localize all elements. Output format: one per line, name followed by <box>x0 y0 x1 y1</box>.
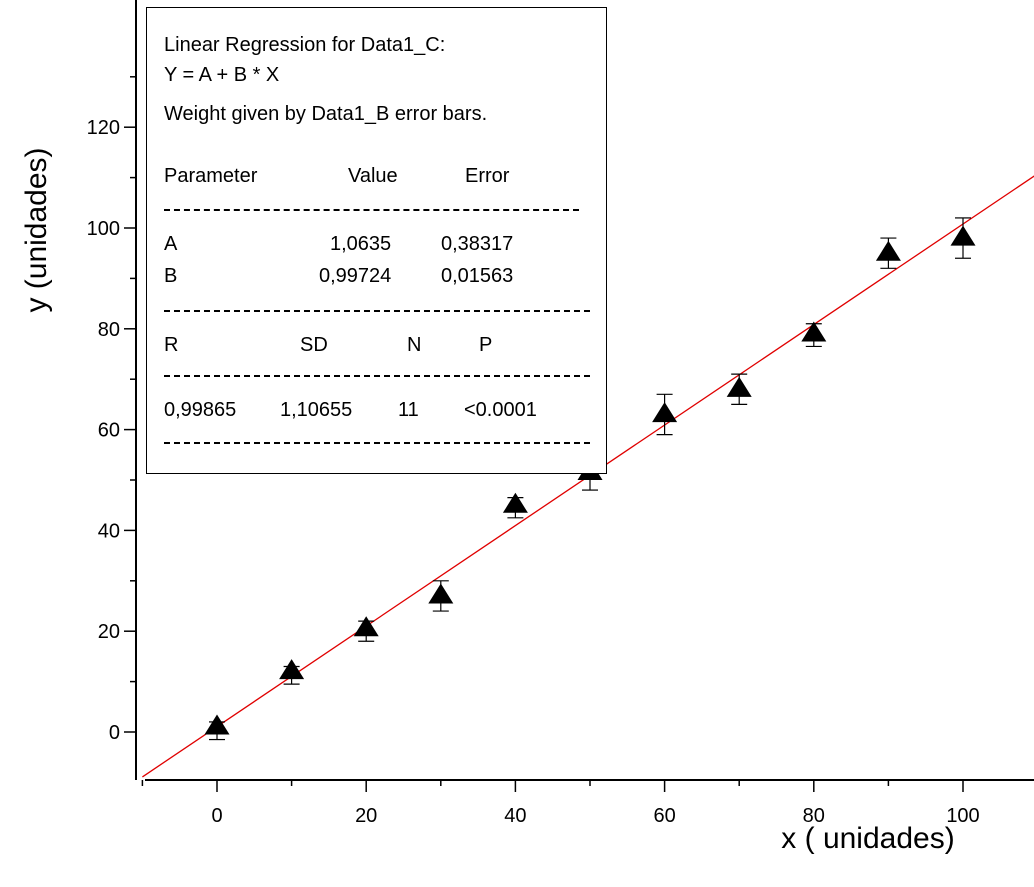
stat-value-r: 0,99865 <box>164 399 237 421</box>
param-header-value: Value <box>348 165 398 187</box>
y-tick-label: 40 <box>98 520 120 542</box>
y-tick-label: 0 <box>109 722 120 744</box>
divider <box>164 209 579 211</box>
stat-value-p: <0.0001 <box>464 399 537 421</box>
stat-header-sd: SD <box>300 334 328 356</box>
weight-note: Weight given by Data1_B error bars. <box>164 103 488 125</box>
data-point-triangle <box>801 321 827 342</box>
x-axis-title: x ( unidades) <box>781 822 954 855</box>
stat-value-sd: 1,10655 <box>280 399 353 421</box>
y-tick-label: 20 <box>98 621 120 643</box>
y-tick-label: 60 <box>98 420 120 442</box>
y-axis-title: y (unidades) <box>20 147 53 312</box>
data-point-triangle <box>279 659 305 680</box>
data-point-triangle <box>428 583 454 604</box>
data-point-triangle <box>726 376 752 397</box>
x-tick-label: 40 <box>504 805 526 827</box>
regression-title: Linear Regression for Data1_C: <box>164 34 446 56</box>
regression-equation: Y = A + B * X <box>164 64 280 86</box>
ticks-layer: 0 20 40 60 80 100 0 20 40 60 80 100 120 <box>87 76 980 827</box>
param-value-b: 0,99724 <box>319 265 392 287</box>
param-header-parameter: Parameter <box>164 165 258 187</box>
param-error-a: 0,38317 <box>441 233 514 255</box>
divider <box>164 375 590 377</box>
param-name-b: B <box>164 265 178 287</box>
y-tick-label: 100 <box>87 218 120 240</box>
param-name-a: A <box>164 233 178 255</box>
data-point-triangle <box>204 714 230 735</box>
param-header-error: Error <box>465 165 510 187</box>
x-tick-label: 0 <box>211 805 222 827</box>
data-point-triangle <box>353 616 379 637</box>
data-point-triangle <box>950 225 976 246</box>
param-error-b: 0,01563 <box>441 265 514 287</box>
data-point-triangle <box>875 240 901 261</box>
y-tick-label: 120 <box>87 117 120 139</box>
x-tick-label: 20 <box>355 805 377 827</box>
regression-results-box: Linear Regression for Data1_C: Y = A + B… <box>146 7 607 474</box>
x-tick-label: 60 <box>653 805 675 827</box>
stat-value-n: 11 <box>398 399 419 421</box>
data-point-triangle <box>652 402 678 423</box>
stat-header-r: R <box>164 334 179 356</box>
stat-header-p: P <box>479 334 493 356</box>
divider <box>164 310 590 312</box>
divider <box>164 442 590 444</box>
x-tick-label: 80 <box>803 805 825 827</box>
y-tick-label: 80 <box>98 319 120 341</box>
data-point-triangle <box>502 492 528 513</box>
param-value-a: 1,0635 <box>330 233 392 255</box>
x-tick-label: 100 <box>946 805 979 827</box>
stat-header-n: N <box>407 334 422 356</box>
